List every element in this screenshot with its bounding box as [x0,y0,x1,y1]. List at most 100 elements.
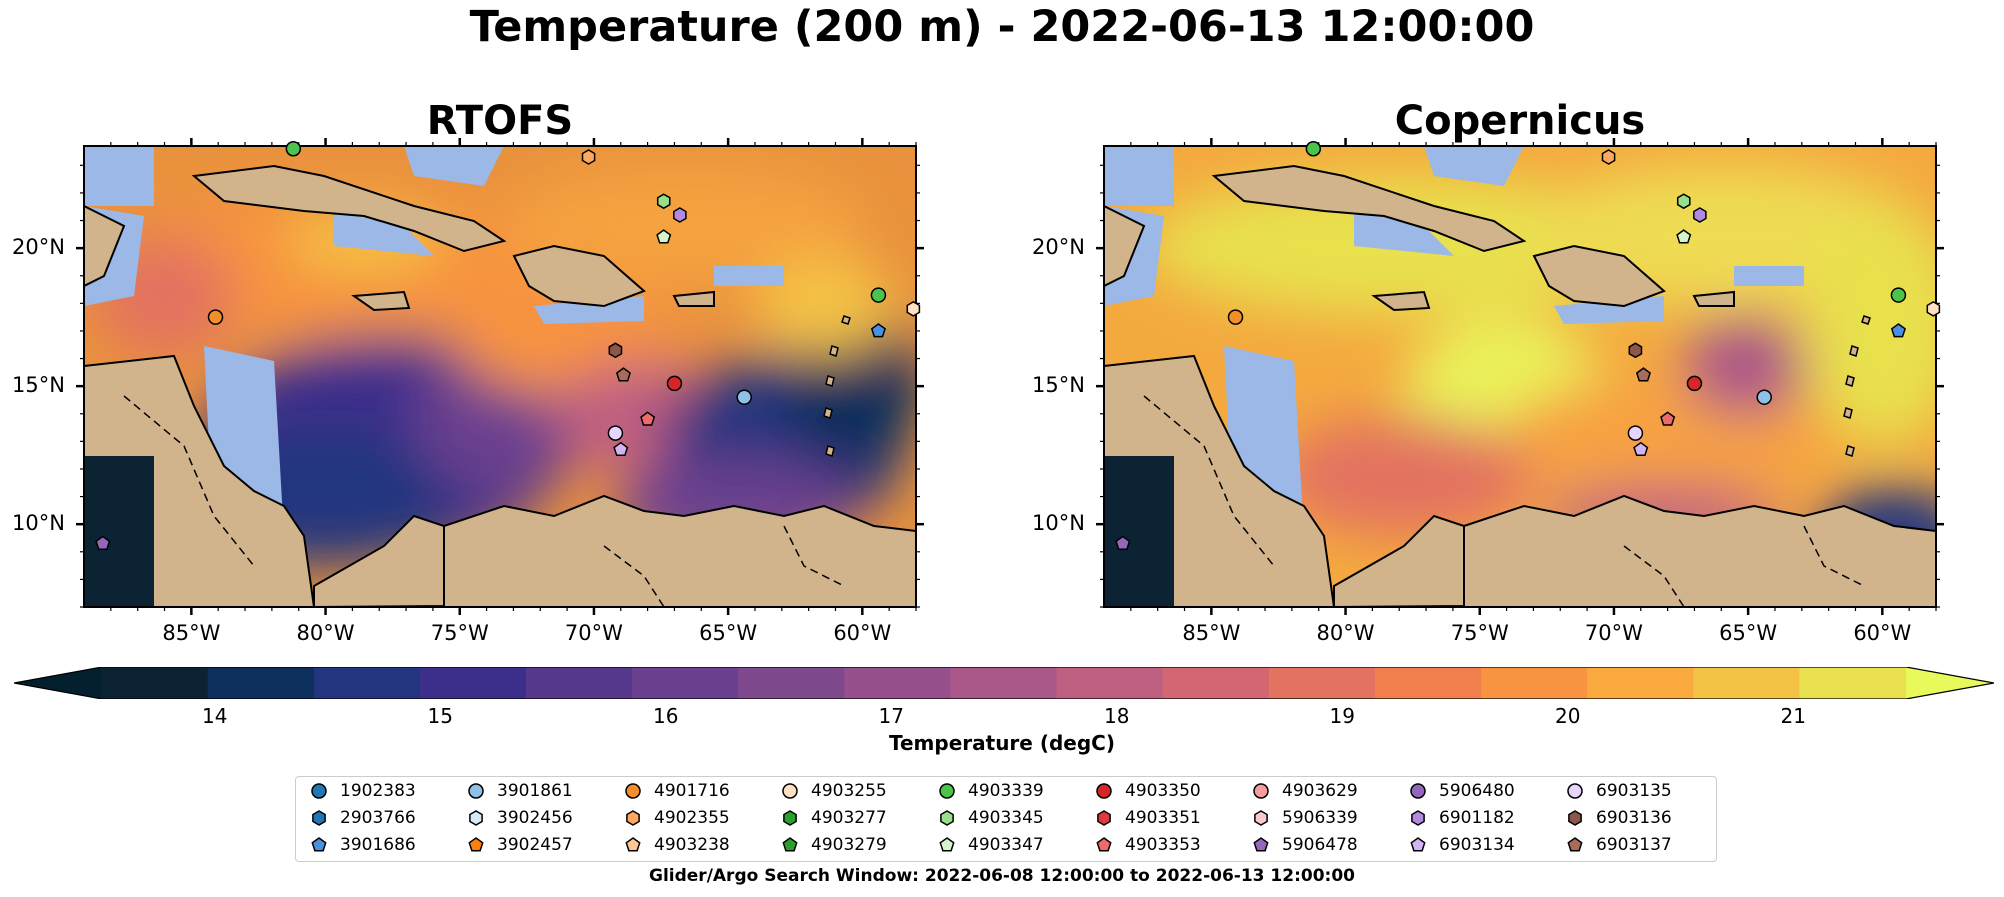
lon-tick-label: 70°W [564,621,623,645]
borders [1143,395,1865,607]
legend-item: 4903351 [1095,805,1201,831]
legend-marker-icon [311,837,327,852]
legend-marker [782,837,798,852]
legend-marker-icon [1410,783,1426,799]
float-markers [95,141,921,550]
lesser-antilles [1843,315,1871,457]
lat-tick-label: 20°N [12,235,65,260]
legend-marker [1410,837,1426,852]
legend-marker [1410,783,1426,799]
legend-item: 6903134 [1409,832,1515,858]
colorbar-label: Temperature (degC) [889,731,1115,755]
legend-marker-icon [1567,783,1583,799]
colorbar-tick-label: 14 [202,704,228,728]
legend-marker-icon [783,810,797,826]
float-marker [1627,425,1644,441]
legend-item: 4903350 [1095,778,1201,804]
legend-marker-icon [1253,783,1269,799]
colorbar-segment [1481,667,1589,699]
legend-label: 4903345 [968,808,1044,828]
float-marker [1305,141,1322,157]
float-marker [608,342,623,359]
legend-marker-icon [626,810,640,826]
legend-item: 3902457 [467,832,573,858]
legend-label: 6903137 [1596,835,1672,855]
colorbar-tick-label: 18 [1104,704,1130,728]
lon-tick-label: 75°W [430,621,489,645]
legend-label: 3902456 [497,808,573,828]
legend-label: 2903766 [340,808,416,828]
legend-marker [1096,783,1112,799]
legend-marker [626,810,640,826]
legend-item: 4903255 [781,778,887,804]
colorbar-segment [1162,667,1270,699]
legend-label: 4903351 [1125,808,1201,828]
temperature-colorbar [14,667,1994,699]
legend-label: 3901861 [497,781,573,801]
legend-marker [1253,837,1269,852]
lat-tick-label: 10°N [1032,511,1085,536]
legend-marker [311,837,327,852]
colorbar-segment [525,667,634,699]
legend-item: 4902355 [624,805,730,831]
float-marker [673,207,687,223]
lon-tick-label: 65°W [699,621,758,645]
legend-item: 3902456 [467,805,573,831]
lon-tick-label: 60°W [833,621,892,645]
colorbar-segment [101,667,209,699]
legend-label: 4903255 [811,781,887,801]
colorbar-segment [1799,667,1907,699]
map-ticks [1096,138,1944,615]
legend-label: 6901182 [1439,808,1515,828]
legend-label: 5906480 [1439,781,1515,801]
colorbar-segment [1268,667,1376,699]
float-marker [1115,535,1131,550]
legend-marker [782,783,798,799]
legend-marker-icon [469,810,483,826]
legend-marker-icon [625,837,641,852]
float-marker [207,309,224,325]
legend-item: 4903339 [938,778,1044,804]
float-marker [581,149,596,165]
legend-label: 4901716 [654,781,730,801]
legend-marker-icon [940,810,954,826]
float-legend: 1902383 2903766 3901686 3901861 3902456 39024… [295,776,1717,862]
colorbar-tick-label: 21 [1780,704,1806,728]
float-marker [1601,149,1616,165]
colorbar-segment [419,667,527,699]
float-marker [1686,375,1703,392]
legend-marker-icon [1096,783,1112,799]
legend-marker-icon [468,783,484,799]
legend-item: 5906339 [1252,805,1358,831]
colorbar-segment [313,667,421,699]
legend-item: 5906478 [1252,832,1358,858]
legend-label: 5906339 [1282,808,1358,828]
colorbar-segment [1374,667,1483,699]
legend-label: 5906478 [1282,835,1358,855]
float-marker [736,389,752,405]
map-ticks [76,138,924,615]
legend-marker [625,783,641,799]
legend-marker [468,783,484,799]
legend-label: 4903350 [1125,781,1201,801]
lon-tick-label: 60°W [1853,621,1912,645]
lon-tick-label: 80°W [1316,621,1375,645]
legend-marker-icon [311,783,327,799]
legend-marker-icon [312,810,326,826]
legend-marker-icon [1096,837,1112,852]
float-marker [95,535,111,550]
legend-marker-icon [1097,810,1111,826]
colorbar-segment [207,667,315,699]
legend-marker [1096,837,1112,852]
legend-item: 4903279 [781,832,887,858]
legend-label: 4903339 [968,781,1044,801]
pacific-field [1104,456,1174,607]
float-marker [615,367,631,382]
colorbar-tick-label: 20 [1555,704,1581,728]
float-marker [906,301,921,317]
colorbar-segment [1587,667,1695,699]
panel-title-rtofs: RTOFS [426,98,574,144]
legend-marker [625,837,641,852]
float-marker [1635,367,1651,382]
float-marker [613,441,629,457]
